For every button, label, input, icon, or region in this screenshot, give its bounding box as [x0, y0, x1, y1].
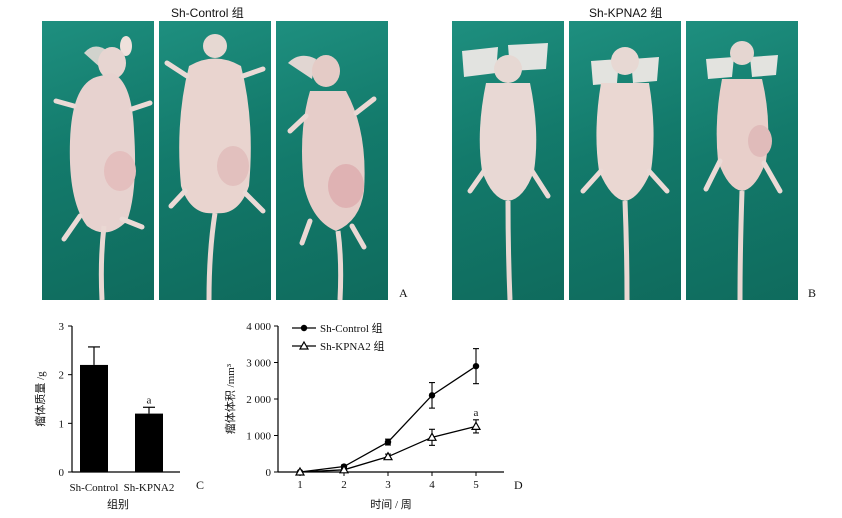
- x-tick-label: 3: [385, 479, 391, 491]
- mouse-image: [703, 41, 783, 300]
- mouse-photo-kpna2-2: [569, 21, 681, 300]
- x-tick-label: 2: [341, 479, 347, 491]
- panel-label-d: D: [514, 478, 523, 492]
- tumor-weight-chart: 0 1 2 3 a 瘤体质量 /g Sh-Control Sh-KPNA2 组别: [33, 321, 180, 511]
- mouse-photo-control-1: [42, 21, 154, 300]
- y-tick-label: 0: [266, 467, 272, 479]
- bar: [135, 413, 163, 472]
- panel-label-c: C: [196, 478, 205, 492]
- x-tick-label: Sh-Control: [70, 482, 119, 494]
- significance-label: a: [147, 394, 152, 406]
- x-axis-title: 时间 / 周: [370, 498, 412, 511]
- y-axis-title: 瘤体体积 /mm³: [223, 363, 237, 434]
- data-point: [470, 421, 482, 430]
- legend-marker-control: [300, 324, 308, 332]
- mouse-photo-control-2: [159, 21, 271, 300]
- data-point: [384, 438, 392, 446]
- data-point: [428, 392, 436, 399]
- data-point: [426, 432, 438, 441]
- panel-label-b: B: [808, 286, 817, 300]
- y-tick-label: 1: [59, 418, 65, 430]
- group-a-title: Sh-Control 组: [171, 6, 244, 20]
- y-axis-title: 瘤体质量 /g: [33, 371, 47, 427]
- mouse-image: [53, 36, 153, 300]
- mouse-image: [287, 55, 377, 300]
- y-tick-label: 0: [59, 467, 65, 479]
- y-tick-label: 2: [59, 370, 65, 382]
- mouse-image: [580, 47, 670, 300]
- data-point: [294, 466, 306, 476]
- mouse-image: [462, 43, 551, 300]
- legend-marker-kpna2: [298, 340, 310, 350]
- group-b-title: Sh-KPNA2 组: [589, 6, 663, 20]
- series-line: [299, 425, 477, 473]
- x-tick-label: 5: [473, 479, 479, 491]
- y-tick-label: 1 000: [246, 431, 271, 443]
- mouse-photo-control-3: [276, 21, 388, 300]
- legend-label-kpna2: Sh-KPNA2 组: [320, 339, 384, 353]
- mouse-image: [164, 34, 266, 300]
- bar: [80, 364, 108, 472]
- x-tick-label: Sh-KPNA2: [124, 482, 175, 494]
- panel-label-a: A: [399, 286, 408, 300]
- y-tick-label: 2 000: [246, 394, 271, 406]
- legend: Sh-Control 组 Sh-KPNA2 组: [292, 321, 384, 353]
- data-point: [338, 464, 350, 474]
- legend-label-control: Sh-Control 组: [320, 321, 383, 335]
- y-tick-label: 4 000: [246, 321, 271, 333]
- y-tick-label: 3 000: [246, 358, 271, 370]
- x-tick-label: 1: [297, 479, 303, 491]
- y-tick-label: 3: [59, 321, 65, 333]
- tumor-volume-chart: 0 1 000 2 000 3 000 4 000 1 2 3 4 5 a Sh-Control…: [223, 321, 504, 511]
- mouse-photo-kpna2-3: [686, 21, 798, 300]
- data-point: [382, 451, 394, 461]
- x-tick-label: 4: [429, 479, 435, 491]
- significance-label: a: [474, 407, 479, 419]
- x-axis-title: 组别: [107, 497, 129, 511]
- data-point: [472, 362, 480, 370]
- mouse-photo-kpna2-1: [452, 21, 564, 300]
